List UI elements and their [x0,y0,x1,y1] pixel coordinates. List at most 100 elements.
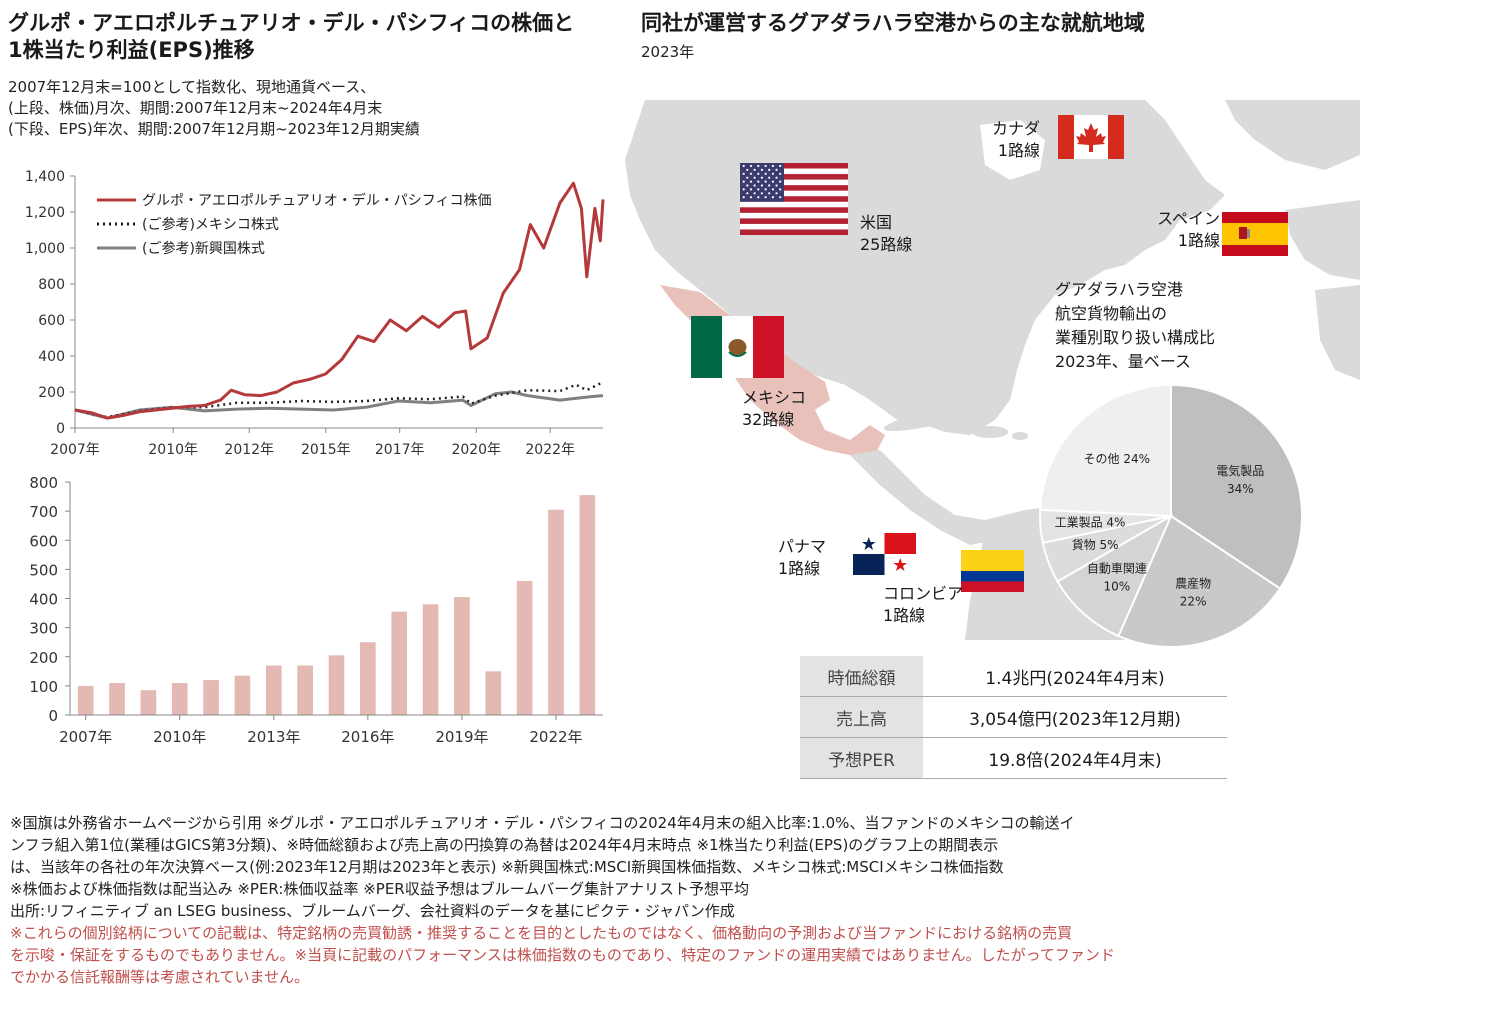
pie-label: 貨物 5% [1072,537,1119,552]
stock-price-line-chart: 0 200 400 600 800 1,000 1,200 1,400 2007年 2010年 20… [25,169,605,458]
flag-star [760,192,763,195]
left-subtitle: 2007年12月末=100として指数化、現地通貨ベース、 (上段、株価)月次、期… [8,77,420,140]
canada-name: カナダ [991,119,1040,138]
label-spain: スペイン 1路線 [1150,208,1220,252]
y-tick-label: 800 [38,277,65,293]
flag-star [742,180,745,183]
series-line [74,181,605,420]
land-greenland [1225,100,1360,170]
left-title: グルポ・アエロポルチュアリオ・デル・パシフィコの株価と 1株当たり利益(EPS)… [8,10,574,64]
flag-star [757,196,760,199]
left-title-line1: グルポ・アエロポルチュアリオ・デル・パシフィコの株価と [8,11,575,35]
left-sub3: (下段、EPS)年次、期間:2007年12月期~2023年12月期実績 [8,120,420,138]
y-tick-label: 1,400 [25,169,65,185]
flag-star [771,180,774,183]
y-tick-label: 500 [29,561,58,579]
panama-routes: 1路線 [778,559,821,578]
flag-star [764,164,767,168]
flag-star [760,184,763,187]
eps-bar [454,597,470,715]
flag-stripe [740,190,848,197]
flag-star [768,184,771,187]
note-line: ※株価および株価指数は配当込み ※PER:株価収益率 ※PER収益予想はブルーム… [10,880,749,898]
x-tick-label: 2007年 [50,442,100,458]
pie-label: 工業製品 4% [1055,515,1126,529]
source-line: 出所:リフィニティブ an LSEG business、ブルームバーグ、会社資料… [10,902,735,920]
cargo-pie-chart: 電気製品 34% 農産物 22% 自動車関連 10% 貨物 5% 工業製品 4% その他 24% [1039,383,1303,648]
stats-value: 3,054億円(2023年12月期) [923,696,1227,738]
right-title: 同社が運営するグアダラハラ空港からの主な就航地域 [641,11,1145,35]
stats-row: 時価総額 1.4兆円(2024年4月末) [800,656,1227,697]
pie-label: 電気製品 [1216,463,1264,478]
flag-star [757,164,760,168]
pie-pct: 10% [1104,580,1131,594]
flag-star [746,184,749,187]
eps-bar [77,685,94,715]
flag-star [775,184,778,187]
spain-name: スペイン [1157,209,1220,228]
left-sub1: 2007年12月末=100として指数化、現地通貨ベース、 [8,78,376,96]
island-hispaniola [972,426,1008,438]
legend-label: (ご参考)新興国株式 [142,240,265,257]
flag-star [753,184,756,187]
y-tick-label: 600 [29,532,58,550]
land-africa [1315,285,1360,380]
flag-stripe [740,179,848,186]
flag-star [742,196,745,199]
x-tick-label: 2022年 [525,442,575,458]
y-tick-label: 0 [48,707,58,725]
y-tick-label: 800 [29,474,58,492]
flag-star [775,176,778,179]
flag-stripe [740,212,848,219]
flag-star [764,172,767,175]
pie-label: 農産物 [1175,575,1211,590]
flag-star [771,164,774,168]
stats-table: 時価総額 1.4兆円(2024年4月末) 売上高 3,054億円(2023年12… [800,656,1227,779]
flag-star [742,172,745,175]
label-mexico: メキシコ 32路線 [742,387,806,431]
legend-label: グルポ・アエロポルチュアリオ・デル・パシフィコ株価 [142,192,491,209]
stats-key: 予想PER [800,737,923,779]
flag-stripe [740,174,848,180]
pie-title-line1: グアダラハラ空港 [1055,280,1183,299]
panama-flag-icon [853,533,916,575]
flag-star [749,180,753,183]
flag-star [742,164,745,168]
series-line [74,390,604,420]
flag-star [771,188,774,191]
flag-star [760,168,763,171]
colombia-name: コロンビア [883,584,964,603]
flag-star [749,188,753,191]
flag-star [768,192,771,195]
pie-title: グアダラハラ空港 航空貨物輸出の 業種別取り扱い構成比 2023年、量ベース [1055,278,1215,374]
flag-star [779,180,782,183]
flag-star [753,168,756,171]
eps-bar [548,509,564,715]
x-tick-label: 2015年 [301,442,351,458]
note-line: ンフラ組入第1位(業種はGICS第3分類)、※時価総額および売上高の円換算の為替… [10,836,999,854]
colombia-routes: 1路線 [883,606,926,625]
pie-slice [1117,514,1282,648]
eps-bar [579,495,596,715]
flag-star [753,192,756,195]
flag-star [779,196,782,199]
canada-flag-icon [1058,115,1124,159]
usa-flag-icon [740,163,848,235]
panama-name: パナマ [778,537,827,556]
eps-bar [360,642,376,715]
x-tick-label: 2010年 [153,728,206,746]
flag-stripe [740,218,848,225]
x-tick-label: 2019年 [435,728,488,746]
land-central-america [850,450,995,545]
label-panama: パナマ 1路線 [778,536,826,580]
flag-star [746,168,749,171]
series-line [74,380,604,419]
stats-key: 売上高 [800,696,923,738]
flag-stripe [740,196,848,202]
flag-star [768,176,771,179]
flag-star [764,188,767,191]
flag-star [779,164,782,168]
flag-star [775,192,778,195]
land-europe [1285,200,1360,280]
y-tick-label: 100 [29,678,58,696]
